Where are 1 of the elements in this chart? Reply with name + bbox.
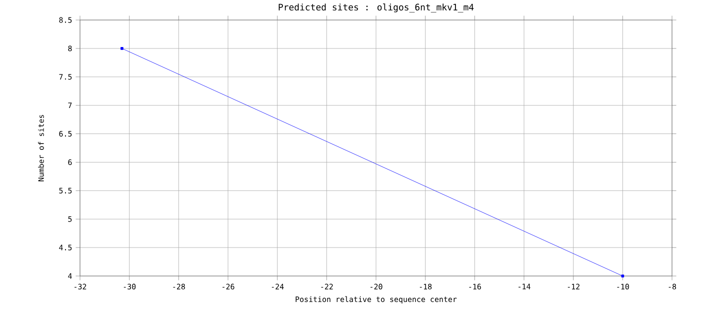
chart-title: Predicted sites : oligos_6nt_mkv1_m4 — [278, 4, 474, 12]
